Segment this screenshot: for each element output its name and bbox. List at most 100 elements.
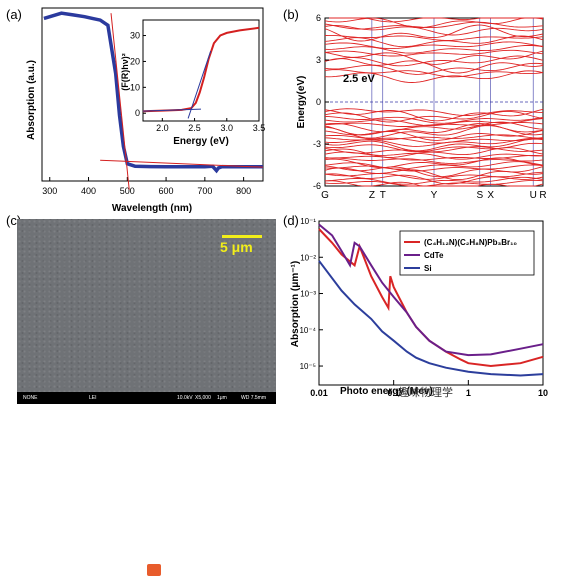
inset-ticks: 2.0 2.5 3.0 3.5 0 10 20 30 [130, 31, 265, 133]
k-point-label: G [321, 190, 329, 201]
band-line [324, 142, 544, 153]
band-line [324, 157, 544, 164]
x-axis-label-d: Photo energy (Mev) [340, 386, 433, 397]
figure-canvas: (a) 300 400 500 600 700 800 Wavelength (nm) A… [6, 7, 548, 398]
baseline-line [100, 159, 264, 168]
absorption-series [318, 228, 544, 368]
x-axis-label-a: Wavelength (nm) [112, 203, 192, 214]
band-line [324, 62, 544, 75]
band-line [324, 24, 544, 42]
y-axis-label-b: Energy(eV) [296, 76, 307, 129]
k-point-label: X [487, 190, 494, 201]
y-tick-label-d: 10⁻⁵ [300, 362, 316, 371]
band-line [325, 17, 544, 23]
panel-b: (b) 6 3 0 -3 -6G Z T Y S X U R Energy(eV) 2.5 eV [283, 7, 547, 201]
band-line [324, 108, 544, 122]
k-point-label: S [476, 190, 483, 201]
band-line [324, 157, 544, 169]
series-a [43, 11, 264, 190]
y-tick-label-d: 10⁻¹ [300, 217, 316, 226]
band-line [324, 108, 543, 116]
band-line [324, 137, 544, 144]
band-line [324, 110, 544, 123]
inset-y-tick-label: 0 [135, 108, 140, 118]
legend-label: CdTe [424, 251, 444, 260]
sem-footer-item: LEI [89, 395, 97, 401]
sem-footer-item: 1μm [217, 395, 227, 401]
watermark-logo-icon [147, 564, 161, 576]
band-line [324, 173, 544, 185]
inset-x-label: Energy (eV) [173, 136, 229, 147]
band-line [324, 165, 544, 178]
inset-y-tick-label: 10 [130, 82, 140, 92]
band-line [324, 69, 544, 78]
band-line [324, 118, 544, 127]
panel-d: (d) 0.01 0.1 1 10 10⁻¹ 10⁻² 10⁻³ 10⁻⁴ 10⁻⁵ Photo… [283, 213, 548, 398]
k-point-label: Y [431, 190, 438, 201]
x-tick-label-a: 700 [197, 186, 212, 196]
band-line [324, 49, 544, 57]
sem-info-bar: NONE LEI 10.0kV X5,000 1μm WD 7.5mm [17, 392, 276, 576]
ticks-d: 0.01 0.1 1 10 10⁻¹ 10⁻² 10⁻³ 10⁻⁴ 10⁻⁵ [299, 217, 548, 398]
band-line [324, 55, 544, 67]
k-point-label: T [380, 190, 386, 201]
band-line [324, 50, 544, 65]
panel-label-d: (d) [283, 213, 299, 228]
inset-x-tick-label: 3.0 [221, 123, 234, 133]
y-axis-label-d: Absorption (μm⁻¹) [290, 261, 301, 347]
x-tick-label-a: 300 [42, 186, 57, 196]
inset-series [142, 26, 260, 119]
band-line [324, 146, 544, 154]
inset-y-label: (F(R)hν)² [120, 53, 130, 91]
inset-x-tick-label: 2.0 [156, 123, 169, 133]
band-line [324, 116, 544, 124]
absorption-curve [43, 11, 263, 174]
panel-label-b: (b) [283, 7, 299, 22]
y-tick-label-b: 0 [316, 97, 321, 107]
band-line [324, 70, 544, 83]
band-line [324, 58, 544, 74]
y-tick-label-b: 6 [316, 13, 321, 23]
panel-label-a: (a) [6, 7, 22, 22]
k-point-label: R [539, 190, 546, 201]
y-tick-label-b: -3 [313, 139, 321, 149]
sem-footer-item: WD 7.5mm [241, 395, 266, 401]
y-tick-label-b: -6 [313, 181, 321, 191]
x-tick-label-a: 500 [120, 186, 135, 196]
inset-baseline [142, 108, 202, 112]
absorption-series [318, 223, 544, 357]
x-ticks-a: 300 400 500 600 700 800 [42, 177, 251, 196]
sem-footer-item: NONE [23, 395, 38, 401]
band-line [324, 21, 544, 30]
x-tick-label-a: 800 [236, 186, 251, 196]
sem-footer-item: 10.0kV [177, 395, 193, 401]
ticks-b: 6 3 0 -3 -6G Z T Y S X U R [313, 13, 547, 201]
band-line [324, 180, 544, 187]
inset-frame [142, 19, 260, 122]
band-line [324, 161, 544, 170]
y-tick-label-b: 3 [316, 55, 321, 65]
inset-y-tick-label: 30 [130, 31, 140, 41]
tangent-line [110, 13, 130, 190]
band-line [324, 134, 544, 141]
band-line [324, 155, 544, 161]
band-line [324, 121, 544, 133]
band-line [324, 164, 544, 172]
sem-footer-item: X5,000 [195, 395, 211, 401]
band-line [324, 17, 543, 29]
k-point-label: U [530, 190, 537, 201]
plot-frame-d [318, 220, 544, 386]
band-line [324, 176, 544, 185]
band-line [324, 123, 544, 136]
k-point-label: Z [369, 190, 375, 201]
y-axis-label-a: Absorption (a.u.) [26, 60, 37, 140]
y-tick-label-d: 10⁻² [300, 253, 316, 262]
band-line [324, 179, 544, 187]
sem-texture [17, 219, 276, 392]
band-gap-label: 2.5 eV [343, 73, 375, 85]
absorption-series [318, 260, 544, 377]
watermark-text: 趣味物理学 [398, 386, 453, 399]
scale-bar [222, 235, 262, 238]
inset-x-tick-label: 3.5 [253, 123, 266, 133]
band-line [324, 34, 544, 41]
